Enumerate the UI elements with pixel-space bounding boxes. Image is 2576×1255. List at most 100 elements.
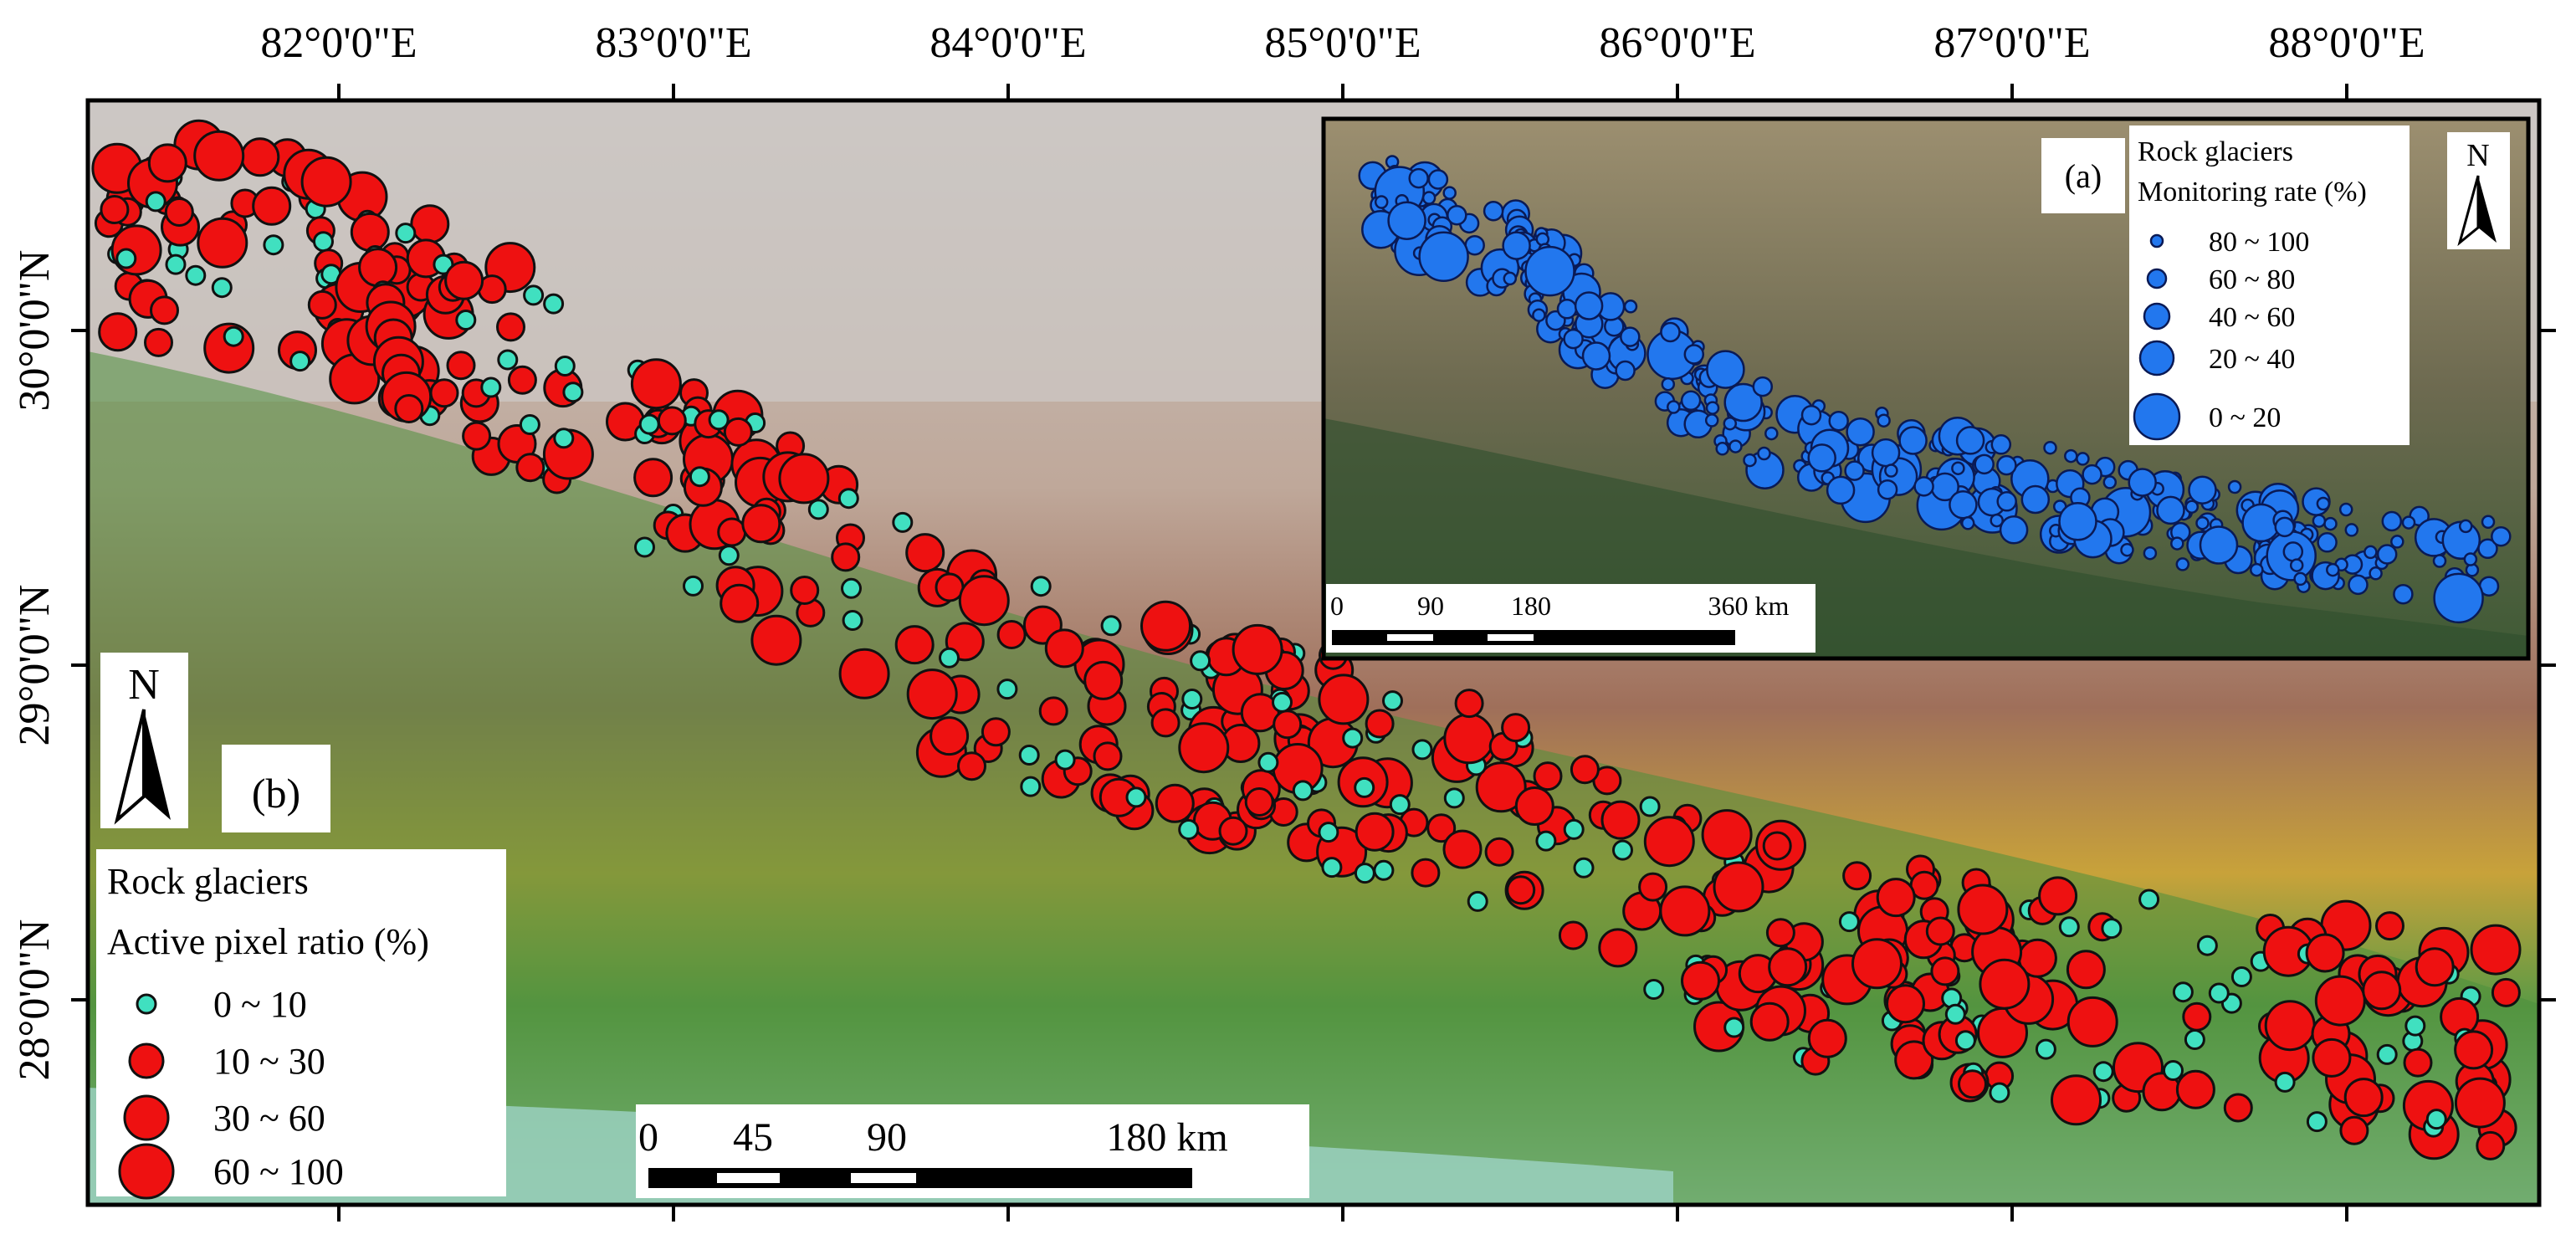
rock-glacier-point	[1178, 819, 1200, 840]
inset-rock-glacier-point	[1898, 426, 1928, 455]
rock-glacier-point	[263, 234, 284, 256]
rock-glacier-point	[1681, 960, 1720, 1001]
rock-glacier-point	[145, 191, 166, 213]
rock-glacier-point	[842, 610, 863, 631]
rock-glacier-point	[1925, 916, 1955, 946]
inset-rock-glacier-point	[2393, 583, 2414, 605]
inset-rock-glacier-point	[1660, 321, 1681, 343]
rock-glacier-point	[1038, 696, 1068, 726]
rock-glacier-point	[894, 625, 935, 665]
inset-rock-glacier-point	[1846, 417, 1875, 447]
rock-glacier-point	[164, 197, 194, 227]
longitude-tick-label: 84°0'0"E	[930, 19, 1086, 67]
rock-glacier-point	[630, 358, 682, 410]
rock-glacier-point	[1713, 861, 1764, 913]
inset-rock-glacier-point	[1483, 200, 1504, 222]
rock-glacier-point	[1506, 875, 1536, 905]
inset-rock-glacier-point	[2326, 562, 2340, 577]
rock-glacier-point	[1054, 749, 1076, 771]
rock-glacier-point	[1443, 787, 1465, 809]
rock-glacier-point	[2163, 1060, 2184, 1081]
rock-glacier-point	[455, 310, 477, 330]
inset-legend-class-label: 20 ~ 40	[2209, 344, 2295, 375]
rock-glacier-point	[906, 668, 958, 720]
rock-glacier-point	[718, 545, 740, 566]
inset-rock-glacier-point	[1374, 195, 1389, 209]
rock-glacier-point	[2172, 981, 2194, 1003]
rock-glacier-point	[1659, 885, 1711, 937]
rock-glacier-point	[996, 620, 1027, 649]
scale-bar-label: 0	[638, 1115, 658, 1160]
rock-glacier-point	[98, 312, 138, 352]
rock-glacier-point	[2362, 971, 2402, 1011]
inset-rock-glacier-point	[1743, 453, 1757, 468]
inset-rock-glacier-point	[1615, 360, 1636, 382]
inset-rock-glacier-point	[2458, 519, 2473, 534]
rock-glacier-point	[1292, 780, 1314, 802]
inset-rock-glacier-point	[1828, 410, 1849, 432]
rock-glacier-point	[2339, 1115, 2369, 1145]
rock-glacier-point	[519, 414, 540, 435]
inset-legend: Rock glaciers Monitoring rate (%) 80 ~ 1…	[2129, 126, 2410, 445]
rock-glacier-point	[394, 394, 424, 423]
north-arrow: N	[100, 653, 188, 828]
inset-rock-glacier-point	[1706, 350, 1745, 389]
inset-rock-glacier-points	[1358, 155, 2512, 624]
rock-glacier-point	[2264, 1000, 2316, 1052]
rock-glacier-point	[2470, 924, 2522, 976]
inset-rock-glacier-point	[2481, 515, 2496, 530]
inset-rock-glacier-point	[2316, 496, 2331, 511]
legend-subtitle: Active pixel ratio (%)	[107, 921, 429, 962]
inset-rock-glacier-point	[1757, 446, 1771, 461]
rock-glacier-point	[1365, 709, 1395, 739]
map-graticule: 82°0'0"E 83°0'0"E 84°0'0"E 85°0'0"E 86°0'0"E…	[11, 19, 2556, 1222]
rock-glacier-point	[2035, 1038, 2056, 1060]
rock-glacier-point	[778, 453, 830, 505]
rock-glacier-point	[689, 466, 710, 488]
rock-glacier-point	[1272, 691, 1293, 713]
inset-rock-glacier-point	[2289, 558, 2304, 572]
rock-glacier-point	[480, 376, 502, 398]
inset-rock-glacier-point	[2058, 502, 2097, 541]
inset-rock-glacier-point	[2282, 541, 2304, 562]
rock-glacier-point	[2101, 918, 2123, 940]
inset-rock-glacier-point	[1996, 491, 2017, 512]
rock-glacier-point	[197, 217, 248, 269]
inset-rock-glacier-point	[1715, 442, 1729, 456]
inset-rock-glacier-point	[1427, 169, 1449, 190]
rock-glacier-point	[1533, 761, 1563, 791]
inset-rock-glacier-point	[2076, 452, 2090, 466]
inset-rock-glacier-point	[1447, 204, 1467, 226]
latitude-tick-label: 30°0'0"N	[11, 250, 59, 412]
inset-rock-glacier-point	[2344, 523, 2359, 537]
inset-rock-glacier-point	[2120, 542, 2134, 557]
rock-glacier-point	[2182, 1001, 2212, 1032]
rock-glacier-point	[708, 409, 730, 431]
rock-glacier-point	[2491, 977, 2521, 1007]
rock-glacier-point	[957, 751, 986, 781]
rock-glacier-point	[1957, 884, 2009, 935]
rock-glacier-point	[939, 647, 960, 668]
inset-rock-glacier-point	[1442, 186, 1457, 200]
inset-rock-glacier-point	[1667, 400, 1681, 414]
rock-glacier-point	[2306, 1111, 2328, 1133]
inset-rock-glacier-point	[2317, 532, 2338, 553]
rock-glacier-point	[1382, 690, 1403, 712]
rock-glacier-point	[211, 277, 233, 299]
rock-glacier-point	[350, 212, 390, 252]
rock-glacier-point	[1244, 787, 1274, 817]
rock-glacier-point	[433, 254, 454, 275]
rock-glacier-point	[543, 293, 565, 315]
inset-rock-glacier-point	[2312, 514, 2327, 528]
rock-glacier-point	[554, 356, 576, 376]
rock-glacier-point	[2058, 916, 2080, 938]
inset-rock-glacier-point	[2043, 440, 2057, 455]
rock-glacier-point	[1426, 813, 1457, 843]
rock-glacier-point	[553, 428, 575, 449]
rock-glacier-point	[497, 349, 519, 371]
inset-rock-glacier-point	[2082, 464, 2102, 485]
rock-glacier-point	[2375, 911, 2404, 941]
rock-glacier-point	[996, 679, 1018, 700]
rock-glacier-point	[307, 289, 337, 320]
rock-glacier-point	[2223, 1093, 2253, 1123]
